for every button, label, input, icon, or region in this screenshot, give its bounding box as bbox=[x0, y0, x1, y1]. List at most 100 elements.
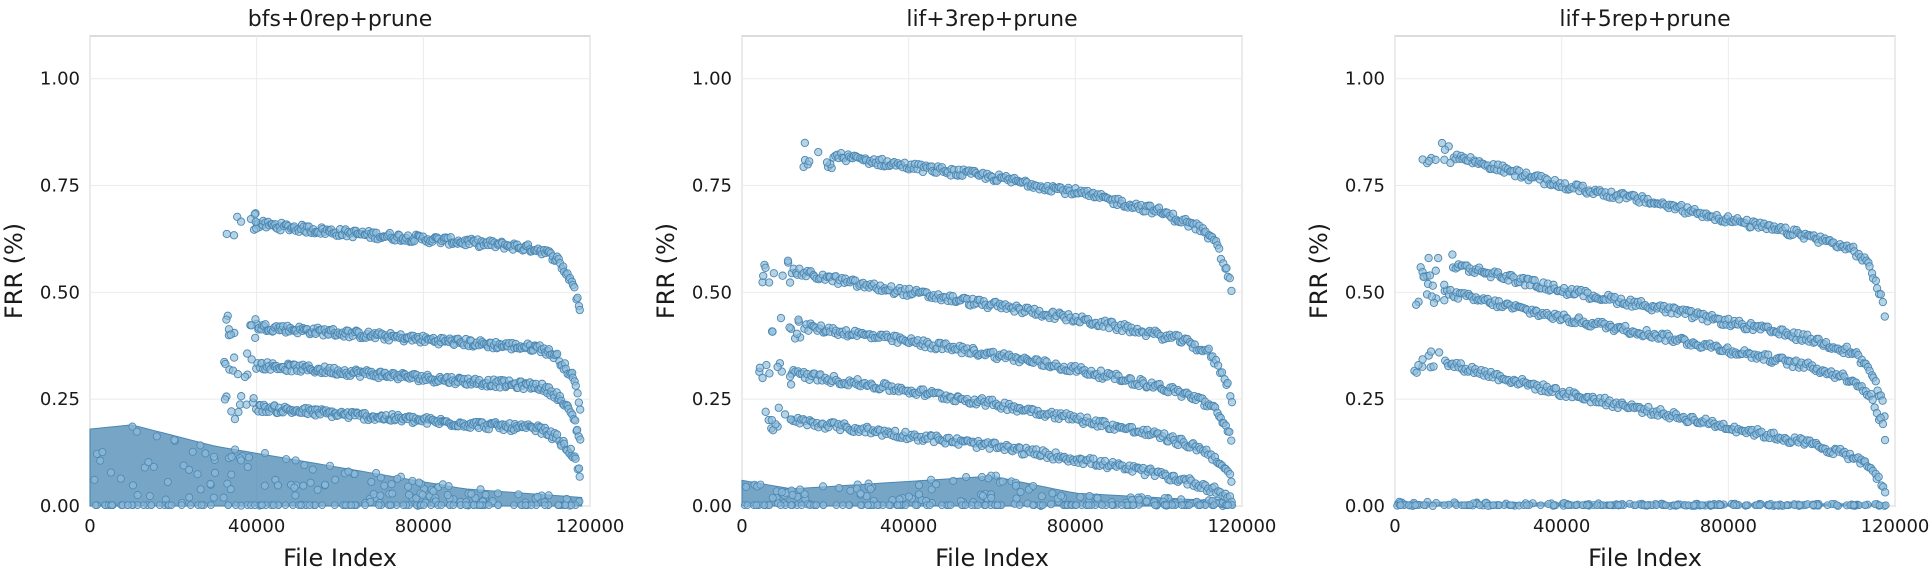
data-point bbox=[234, 407, 243, 417]
data-point bbox=[1029, 482, 1038, 491]
data-point bbox=[927, 475, 936, 484]
data-point bbox=[1614, 501, 1622, 509]
y-tick-label: 0.50 bbox=[692, 282, 732, 303]
data-point bbox=[387, 480, 396, 489]
data-point bbox=[282, 455, 291, 464]
data-point bbox=[571, 454, 580, 463]
data-point bbox=[755, 363, 765, 372]
data-point bbox=[1572, 501, 1581, 509]
data-point bbox=[783, 256, 793, 265]
data-point bbox=[1420, 501, 1428, 509]
data-point bbox=[1849, 501, 1858, 509]
data-point bbox=[108, 501, 117, 509]
data-point bbox=[785, 323, 794, 332]
y-tick-label: 1.00 bbox=[692, 69, 732, 90]
data-point bbox=[1162, 501, 1171, 509]
data-point bbox=[220, 395, 230, 404]
data-point bbox=[260, 449, 269, 458]
data-point bbox=[306, 478, 315, 487]
data-point bbox=[1210, 501, 1218, 509]
data-point bbox=[1880, 312, 1889, 321]
x-tick-label: 120000 bbox=[1861, 516, 1930, 537]
data-point bbox=[1881, 488, 1890, 497]
data-point bbox=[576, 435, 585, 444]
data-point bbox=[1016, 487, 1025, 496]
data-point bbox=[197, 501, 206, 509]
data-point bbox=[846, 486, 855, 495]
data-point bbox=[243, 462, 252, 471]
y-tick-label: 1.00 bbox=[1345, 69, 1385, 90]
data-point bbox=[209, 493, 218, 502]
x-tick-label: 0 bbox=[1389, 516, 1400, 537]
data-point bbox=[795, 485, 804, 494]
data-point bbox=[1662, 501, 1670, 509]
data-point bbox=[1047, 500, 1056, 509]
data-point bbox=[388, 489, 397, 498]
data-point bbox=[1698, 501, 1706, 509]
data-point bbox=[946, 501, 955, 509]
data-point bbox=[788, 490, 797, 499]
data-point bbox=[767, 415, 776, 425]
data-point bbox=[544, 491, 553, 500]
y-tick-label: 0.50 bbox=[40, 282, 80, 303]
data-point bbox=[210, 452, 219, 461]
data-point bbox=[1038, 501, 1047, 509]
data-point bbox=[1440, 155, 1449, 164]
data-point bbox=[743, 501, 752, 509]
data-point bbox=[768, 493, 777, 502]
data-point bbox=[1084, 501, 1093, 509]
data-point bbox=[742, 482, 751, 491]
data-point bbox=[251, 217, 260, 226]
data-point bbox=[300, 461, 309, 470]
data-point bbox=[1878, 297, 1888, 307]
data-point bbox=[124, 501, 132, 509]
data-point bbox=[887, 282, 896, 291]
data-point bbox=[462, 501, 470, 509]
data-point bbox=[1507, 501, 1515, 509]
y-tick-label: 0.00 bbox=[1345, 496, 1385, 517]
data-point bbox=[206, 479, 215, 488]
data-point bbox=[449, 501, 458, 509]
data-point bbox=[177, 501, 186, 509]
data-point bbox=[1217, 368, 1227, 377]
data-point bbox=[761, 263, 770, 272]
data-point bbox=[915, 481, 924, 490]
data-point bbox=[1865, 262, 1874, 271]
data-point bbox=[281, 501, 290, 509]
data-point bbox=[1412, 368, 1421, 377]
data-point bbox=[1048, 489, 1057, 498]
data-point bbox=[839, 501, 847, 509]
data-point bbox=[249, 394, 258, 403]
data-point bbox=[759, 271, 768, 281]
data-point bbox=[147, 501, 156, 509]
data-point bbox=[949, 476, 958, 485]
data-point bbox=[1227, 436, 1236, 445]
data-point bbox=[574, 398, 583, 407]
data-point bbox=[1029, 501, 1037, 509]
data-point bbox=[269, 501, 278, 509]
data-point bbox=[835, 483, 844, 492]
data-point bbox=[1434, 253, 1443, 263]
data-point bbox=[244, 453, 253, 462]
data-point bbox=[819, 501, 828, 509]
data-point bbox=[961, 501, 970, 509]
data-point bbox=[573, 389, 582, 398]
data-point bbox=[1428, 281, 1437, 290]
data-point bbox=[376, 473, 385, 482]
data-point bbox=[251, 315, 260, 324]
data-point bbox=[785, 278, 795, 287]
data-point bbox=[1414, 360, 1423, 370]
data-point bbox=[1411, 501, 1419, 509]
data-point bbox=[325, 461, 334, 470]
x-axis-label: File Index bbox=[283, 544, 397, 572]
data-point bbox=[856, 501, 865, 509]
data-point bbox=[1874, 472, 1883, 482]
data-point bbox=[1606, 501, 1614, 509]
data-point bbox=[1756, 501, 1764, 509]
data-point bbox=[533, 492, 542, 501]
data-point bbox=[313, 485, 322, 494]
x-axis-label: File Index bbox=[935, 544, 1049, 572]
data-point bbox=[570, 283, 579, 292]
y-tick-label: 0.75 bbox=[692, 176, 732, 197]
data-point bbox=[1765, 501, 1773, 509]
